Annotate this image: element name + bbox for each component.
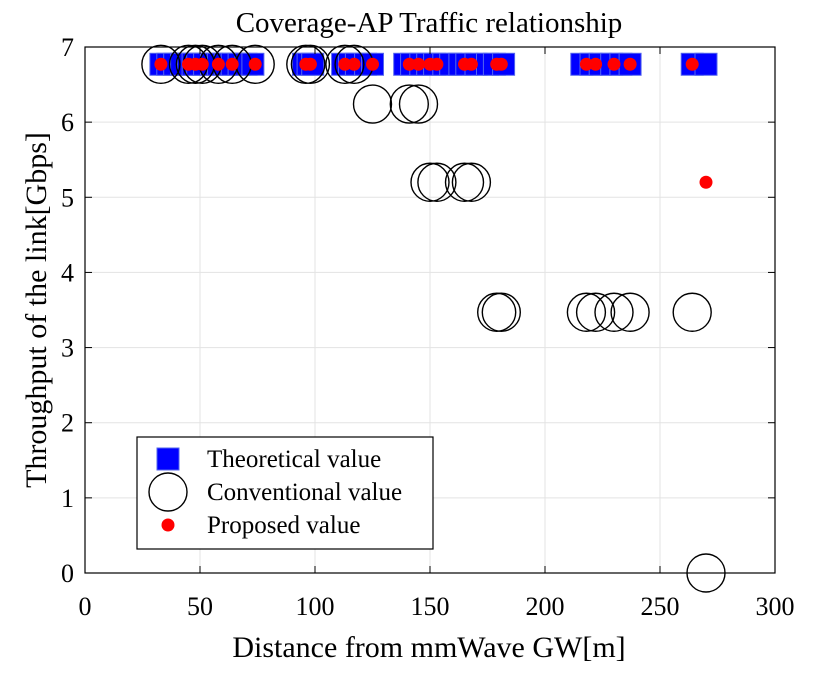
conventional-value-point: [290, 44, 331, 84]
conventional-value-point: [352, 84, 393, 124]
legend-entry-label: Proposed value: [207, 512, 360, 539]
conventional-value-point: [325, 44, 365, 84]
legend-theoretical-marker: [156, 447, 180, 471]
proposed-value-point: [211, 57, 225, 71]
proposed-value-point: [248, 57, 262, 71]
conventional-value-point: [594, 292, 634, 332]
y-tick-label: 6: [61, 108, 74, 137]
proposed-value-point: [589, 57, 603, 71]
proposed-value-point: [685, 57, 699, 71]
x-tick-label: 0: [79, 592, 92, 621]
proposed-value-point: [623, 57, 637, 71]
proposed-value-point: [303, 57, 317, 71]
proposed-value-point: [412, 57, 425, 71]
y-tick-label: 5: [61, 183, 74, 212]
data-layer: [141, 44, 726, 593]
proposed-value-point: [195, 57, 209, 71]
conventional-value-point: [566, 292, 607, 332]
legend: Theoretical value Conventional value Propo…: [136, 436, 434, 550]
conventional-value-point: [398, 84, 439, 124]
chart-title: Coverage-AP Traffic relationship: [236, 7, 623, 39]
x-tick-label: 300: [756, 592, 795, 621]
proposed-value-point: [338, 57, 352, 71]
conventional-value-point: [410, 162, 450, 202]
conventional-value-point: [575, 292, 616, 332]
y-tick-label: 0: [61, 559, 74, 588]
y-tick-label: 4: [61, 258, 74, 287]
x-tick-label: 50: [187, 592, 213, 621]
legend-entry-label: Theoretical value: [207, 446, 381, 473]
conventional-value-point: [444, 162, 485, 202]
legend-proposed-marker: [161, 518, 175, 532]
x-axis-label: Distance from mmWave GW[m]: [232, 631, 625, 664]
proposed-value-point: [579, 57, 593, 71]
y-tick-label: 1: [61, 484, 74, 513]
x-tick-label: 250: [641, 592, 680, 621]
proposed-value-point: [225, 57, 239, 71]
proposed-value-point: [402, 57, 416, 71]
x-tick-label: 100: [296, 592, 335, 621]
legend-entry-label: Conventional value: [207, 479, 402, 506]
conventional-value-point: [389, 84, 429, 124]
conventional-value-point: [141, 44, 181, 84]
proposed-value-point: [699, 175, 713, 189]
proposed-value-point: [494, 57, 508, 71]
conventional-value-point: [417, 162, 457, 202]
conventional-value-point: [481, 292, 521, 332]
proposed-value-point: [464, 57, 478, 71]
legend-conventional-marker: [148, 472, 188, 512]
axis-ticks: 0 50 100 150 200 250 300 0 1 2 3 4 5 6 7: [61, 33, 795, 621]
x-tick-label: 200: [526, 592, 565, 621]
proposed-value-point: [607, 57, 621, 71]
proposed-value-point: [154, 57, 168, 71]
proposed-value-point: [430, 57, 444, 71]
conventional-value-point: [610, 292, 650, 332]
conventional-value-point: [672, 292, 712, 332]
proposed-value-point: [366, 57, 379, 71]
proposed-value-point: [347, 57, 361, 71]
x-tick-label: 150: [411, 592, 450, 621]
conventional-value-point: [477, 292, 517, 332]
y-tick-label: 2: [61, 409, 74, 438]
conventional-value-point: [451, 162, 492, 202]
y-tick-label: 7: [61, 33, 74, 62]
y-tick-label: 3: [61, 334, 74, 363]
y-axis-label: Throughput of the link[Gbps]: [20, 132, 53, 488]
